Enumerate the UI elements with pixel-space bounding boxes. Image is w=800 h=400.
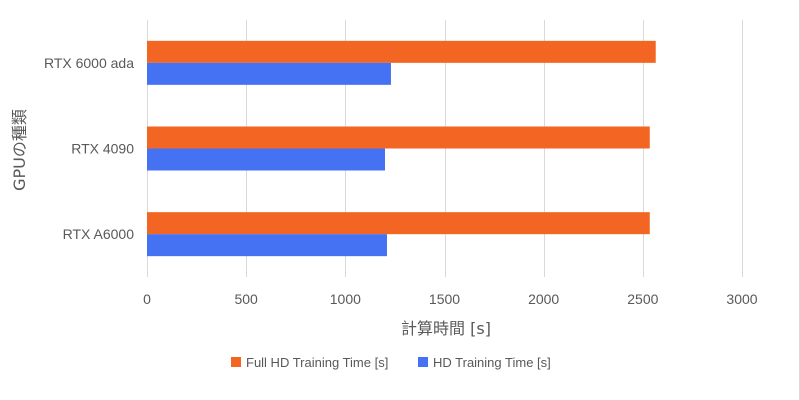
bar-full-hd <box>147 126 650 149</box>
bar-hd <box>147 148 385 171</box>
category-label: RTX 4090 <box>71 141 134 157</box>
bar-full-hd <box>147 212 650 235</box>
legend-swatch <box>231 357 241 367</box>
legend-swatch <box>418 357 428 367</box>
category-label: RTX A6000 <box>63 226 135 242</box>
x-tick-label: 0 <box>143 291 151 307</box>
category-labels: RTX 6000 ada RTX 4090 RTX A6000 <box>44 55 134 242</box>
legend-label: Full HD Training Time [s] <box>246 355 388 370</box>
x-tick-labels: 0 500 1000 1500 2000 2500 3000 <box>143 291 758 307</box>
x-tick-label: 3000 <box>726 291 757 307</box>
legend-label: HD Training Time [s] <box>433 355 551 370</box>
x-tick-label: 1500 <box>429 291 460 307</box>
bar-full-hd <box>147 40 656 63</box>
x-tick-label: 500 <box>234 291 258 307</box>
y-axis-title: GPUの種類 <box>10 109 29 191</box>
x-tick-label: 2500 <box>627 291 658 307</box>
x-tick-label: 1000 <box>330 291 361 307</box>
x-axis-title: 計算時間 [s] <box>401 319 491 338</box>
bar-hd <box>147 234 387 257</box>
category-label: RTX 6000 ada <box>44 55 134 71</box>
bar-hd <box>147 62 391 85</box>
bars <box>147 40 656 257</box>
x-tick-label: 2000 <box>528 291 559 307</box>
legend: Full HD Training Time [s] HD Training Tim… <box>231 355 551 370</box>
